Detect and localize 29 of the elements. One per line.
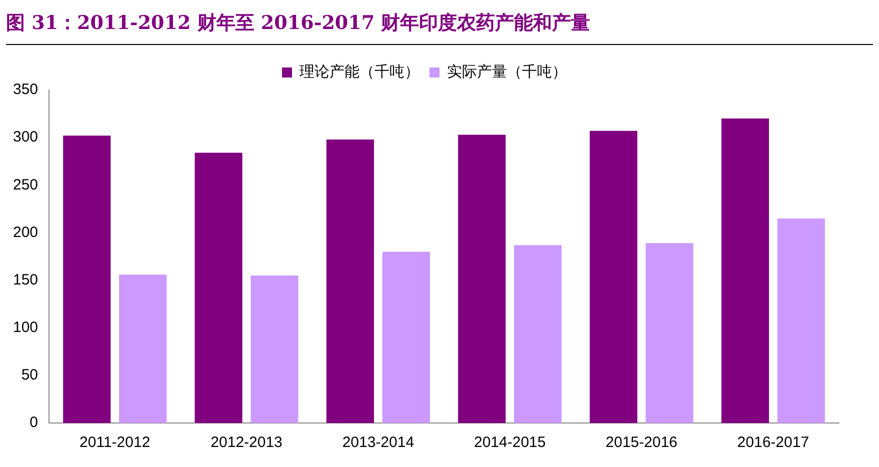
bar xyxy=(646,243,694,423)
bar xyxy=(514,245,562,423)
bar xyxy=(458,134,506,423)
x-tick-label: 2012-2013 xyxy=(210,434,282,452)
y-tick-label: 50 xyxy=(21,366,38,384)
y-tick-label: 150 xyxy=(12,271,38,288)
bar xyxy=(777,218,825,423)
chart-title: 图 31：2011-2012 财年至 2016-2017 财年印度农药产能和产量 xyxy=(6,4,873,45)
y-tick-label: 100 xyxy=(12,319,38,336)
x-tick-label: 2015-2016 xyxy=(606,434,678,452)
x-tick-label: 2016-2017 xyxy=(737,434,810,452)
x-tick-label: 2014-2015 xyxy=(474,434,546,452)
bar xyxy=(382,252,430,423)
y-tick-label: 200 xyxy=(12,224,38,241)
x-tick-label: 2011-2012 xyxy=(80,434,150,452)
x-tick-label: 2013-2014 xyxy=(342,434,414,452)
bar xyxy=(119,274,167,423)
y-tick-label: 0 xyxy=(30,414,38,432)
legend-label: 实际产量（千吨） xyxy=(447,64,567,81)
y-tick-label: 350 xyxy=(12,81,38,98)
y-tick-label: 300 xyxy=(12,128,38,146)
bar xyxy=(250,276,298,423)
bar xyxy=(326,139,374,423)
bar xyxy=(63,136,111,423)
y-tick-label: 250 xyxy=(12,176,38,194)
bar xyxy=(194,152,242,423)
bar xyxy=(721,118,769,423)
bar xyxy=(590,130,638,423)
legend-label: 理论产能（千吨） xyxy=(300,64,420,81)
